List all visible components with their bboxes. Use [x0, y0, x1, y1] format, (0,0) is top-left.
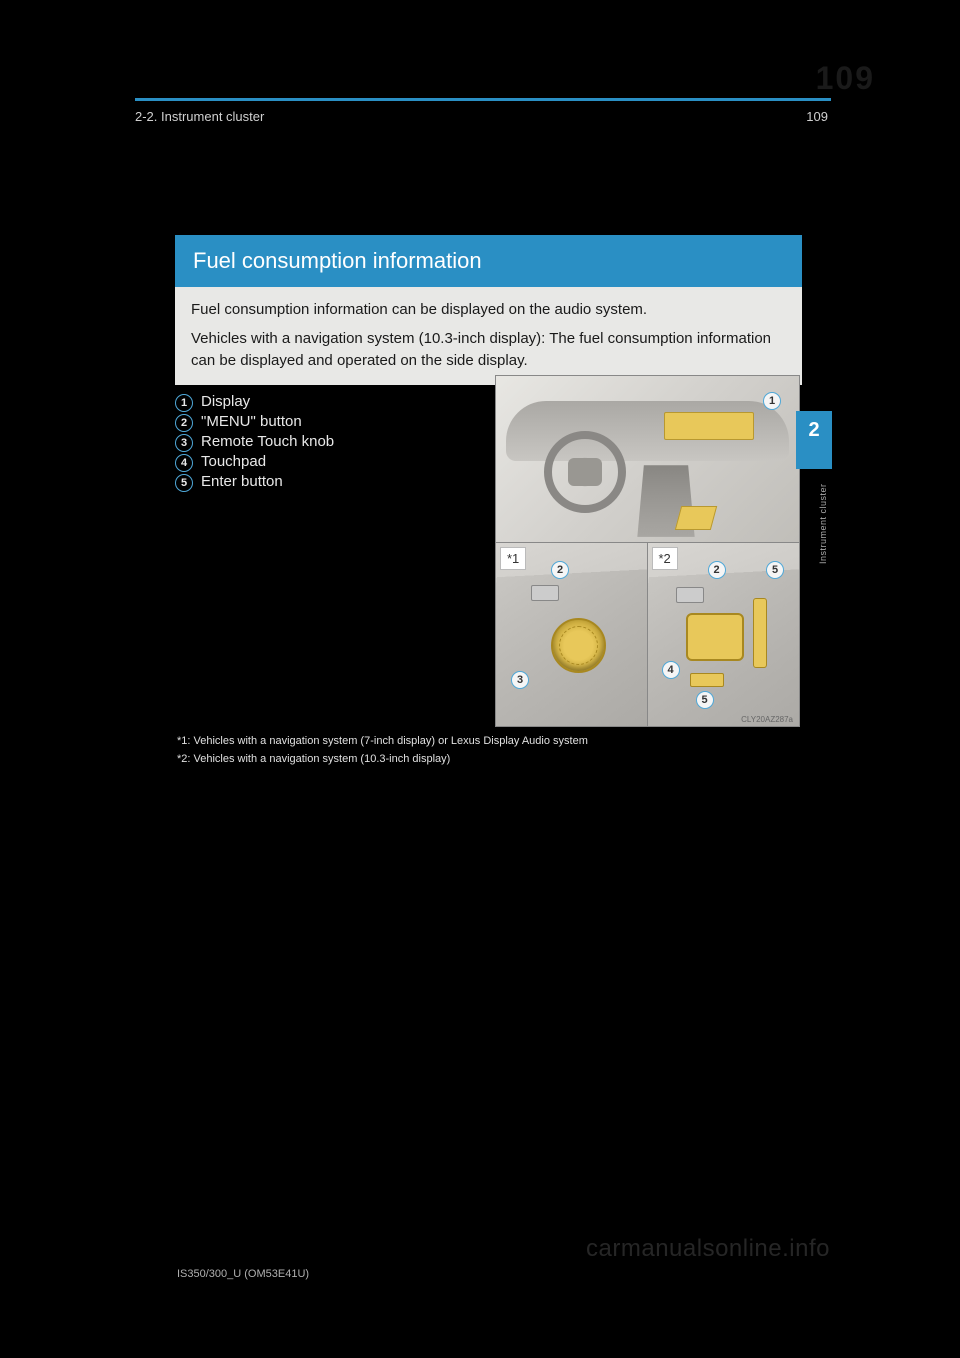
- display-highlight: [664, 412, 754, 440]
- circled-number-icon: 3: [175, 434, 193, 452]
- enter-button-shape: [753, 598, 767, 668]
- list-item-label: Enter button: [201, 473, 283, 490]
- footnotes: *1: Vehicles with a navigation system (7…: [177, 733, 588, 768]
- callout-menu-button: 2: [551, 561, 569, 579]
- circled-number-icon: 4: [175, 454, 193, 472]
- circled-number-icon: 5: [175, 474, 193, 492]
- callout-knob: 3: [511, 671, 529, 689]
- footnote-text: : Vehicles with a navigation system (10.…: [187, 753, 450, 765]
- watermark: carmanualsonline.info: [586, 1235, 830, 1263]
- chapter-label: Instrument cluster: [818, 474, 828, 564]
- footnote-marker: *1: [177, 735, 187, 747]
- diagram-bottom-panels: *1 2 3 *2 2 5 4 5: [496, 542, 799, 726]
- callout-display: 1: [763, 392, 781, 410]
- callout-menu-button: 2: [708, 561, 726, 579]
- panel-label-right: *2: [652, 547, 678, 570]
- list-item: 1 Display: [175, 393, 450, 412]
- circled-number-icon: 1: [175, 394, 193, 412]
- steering-center: [568, 458, 602, 486]
- header-divider: [135, 98, 831, 101]
- callout-touchpad: 4: [662, 661, 680, 679]
- list-item-label: Display: [201, 393, 250, 410]
- diagram-container: 1 *1 2 3 *2 2 5 4 5 CLY20AZ287a: [495, 375, 800, 727]
- console-highlight: [675, 506, 717, 530]
- circled-number-icon: 2: [175, 414, 193, 432]
- diagram-panel-right: *2 2 5 4 5: [648, 543, 800, 726]
- list-item: 3 Remote Touch knob: [175, 433, 450, 452]
- image-credit: CLY20AZ287a: [741, 715, 793, 724]
- chapter-number: 2: [808, 419, 819, 442]
- touchpad-shape: [686, 613, 744, 661]
- component-list: 1 Display 2 "MENU" button 3 Remote Touch…: [175, 393, 450, 492]
- list-item-label: Touchpad: [201, 453, 266, 470]
- footnote-marker: *2: [177, 753, 187, 765]
- callout-enter-bottom: 5: [696, 691, 714, 709]
- menu-button-shape: [531, 585, 559, 601]
- enter-button-bottom: [690, 673, 724, 687]
- page-header-number: 109: [806, 109, 828, 124]
- page-footer: IS350/300_U (OM53E41U): [177, 1268, 309, 1280]
- menu-button-shape: [676, 587, 704, 603]
- footnote-text: : Vehicles with a navigation system (7-i…: [187, 735, 587, 747]
- intro-paragraph-1: Fuel consumption information can be disp…: [191, 299, 786, 322]
- footnote-item: *1: Vehicles with a navigation system (7…: [177, 733, 588, 751]
- diagram-panel-left: *1 2 3: [496, 543, 648, 726]
- list-item: 2 "MENU" button: [175, 413, 450, 432]
- diagram-dashboard-view: 1: [496, 376, 799, 542]
- section-title: Fuel consumption information: [175, 235, 802, 287]
- list-item: 4 Touchpad: [175, 453, 450, 472]
- steering-wheel-icon: [544, 431, 626, 513]
- footnote-item: *2: Vehicles with a navigation system (1…: [177, 751, 588, 769]
- chapter-tab: 2: [796, 411, 832, 469]
- list-item-label: Remote Touch knob: [201, 433, 334, 450]
- panel-label-left: *1: [500, 547, 526, 570]
- list-item-label: "MENU" button: [201, 413, 302, 430]
- remote-touch-knob: [551, 618, 606, 673]
- page-header-section: 2-2. Instrument cluster: [135, 109, 264, 124]
- page-number-outline: 109: [816, 60, 875, 97]
- callout-enter-top: 5: [766, 561, 784, 579]
- intro-box: Fuel consumption information can be disp…: [175, 287, 802, 385]
- list-item: 5 Enter button: [175, 473, 450, 492]
- intro-paragraph-2: Vehicles with a navigation system (10.3-…: [191, 328, 786, 373]
